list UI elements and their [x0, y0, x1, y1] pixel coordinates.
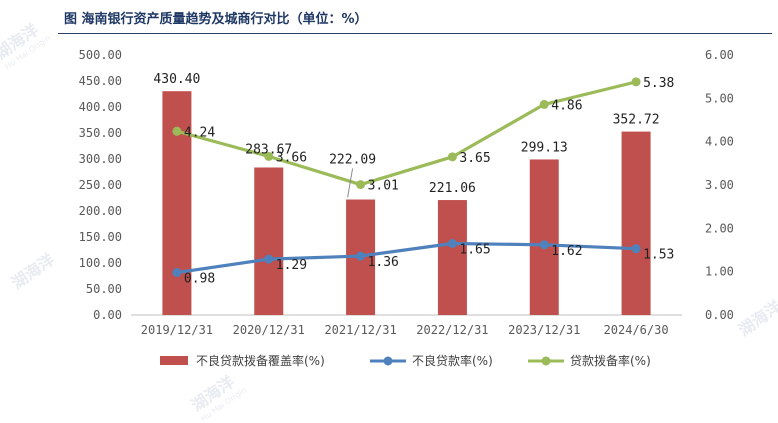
x-axis-tick-label: 2020/12/31: [233, 323, 305, 337]
npl-ratio-point: [631, 244, 641, 254]
bar-npl-coverage: [621, 131, 651, 315]
provision-ratio-point: [356, 180, 366, 190]
title-divider: [58, 33, 772, 34]
x-axis-tick-label: 2024/6/30: [604, 323, 669, 337]
x-axis-tick-label: 2022/12/31: [416, 323, 488, 337]
bar-npl-coverage: [254, 167, 284, 315]
provision-ratio-point: [631, 77, 641, 87]
provision-ratio-point: [447, 152, 457, 162]
left-axis-tick-label: 400.00: [79, 100, 122, 114]
bar-data-label: 352.72: [613, 113, 660, 128]
provision-ratio-point: [172, 126, 182, 136]
x-axis-tick-label: 2023/12/31: [508, 323, 580, 337]
right-axis-tick-label: 0.00: [705, 308, 734, 322]
x-axis-tick-label: 2019/12/31: [141, 323, 213, 337]
left-axis-tick-label: 50.00: [86, 282, 122, 296]
bar-data-label: 222.09: [329, 153, 376, 168]
npl-ratio-data-label: 1.29: [276, 258, 307, 273]
legend-swatch-npl-coverage: [160, 356, 188, 365]
npl-ratio-data-label: 1.36: [368, 255, 399, 270]
npl-ratio-data-label: 0.98: [184, 272, 215, 287]
provision-ratio-data-label: 3.66: [276, 150, 307, 165]
right-axis-tick-label: 6.00: [705, 48, 734, 62]
left-axis-tick-label: 0.00: [93, 308, 122, 322]
provision-ratio-data-label: 4.86: [551, 98, 582, 113]
right-axis-tick-label: 5.00: [705, 91, 734, 105]
legend-label: 贷款拨备率(%): [570, 353, 651, 368]
legend-marker-npl-ratio: [383, 356, 393, 366]
right-axis-tick-label: 1.00: [705, 265, 734, 279]
npl-ratio-line: [176, 241, 637, 275]
legend-label: 不良贷款率(%): [412, 353, 493, 368]
provision-ratio-data-label: 5.38: [643, 76, 674, 91]
left-axis-tick-label: 450.00: [79, 74, 122, 88]
left-axis-tick-label: 100.00: [79, 256, 122, 270]
bar-data-label: 221.06: [429, 181, 476, 196]
x-axis-tick-label: 2021/12/31: [324, 323, 396, 337]
left-axis-tick-label: 500.00: [79, 48, 122, 62]
bar-data-label: 283.67: [245, 142, 292, 157]
bar-npl-coverage: [437, 200, 467, 315]
left-axis-tick-label: 250.00: [79, 178, 122, 192]
npl-ratio-point: [264, 254, 274, 264]
left-axis-tick-label: 350.00: [79, 126, 122, 140]
left-axis-tick-label: 200.00: [79, 204, 122, 218]
legend-label: 不良贷款拨备覆盖率(%): [196, 353, 325, 368]
legend-marker-provision-ratio: [541, 356, 551, 366]
npl-ratio-data-label: 1.62: [551, 244, 582, 259]
right-axis-tick-label: 3.00: [705, 178, 734, 192]
npl-ratio-point: [447, 239, 457, 248]
bar-data-label: 430.40: [153, 72, 200, 87]
provision-ratio-point: [264, 151, 274, 161]
right-axis-tick-label: 4.00: [705, 135, 734, 149]
combo-chart: 0.00 50.00 100.00 150.00 200.00 250.00 300.00 3…: [79, 48, 734, 368]
left-axis-tick-label: 300.00: [79, 152, 122, 166]
provision-ratio-data-label: 3.65: [459, 151, 490, 166]
provision-ratio-point: [539, 99, 549, 109]
chart-title: 图 海南银行资产质量趋势及城商行对比（单位：%）: [64, 12, 368, 27]
npl-ratio-point: [172, 268, 182, 278]
provision-ratio-data-label: 4.24: [184, 125, 215, 140]
npl-ratio-point: [356, 251, 366, 261]
left-axis-tick-label: 150.00: [79, 230, 122, 244]
provision-ratio-data-label: 3.01: [368, 179, 399, 194]
bar-npl-coverage: [529, 159, 559, 315]
right-axis-tick-label: 2.00: [705, 221, 734, 235]
data-label-leader: [347, 168, 354, 198]
npl-ratio-data-label: 1.53: [643, 248, 674, 263]
npl-ratio-point: [539, 240, 549, 250]
bar-data-label: 299.13: [521, 140, 568, 155]
provision-ratio-line: [176, 80, 637, 187]
npl-ratio-data-label: 1.65: [459, 243, 490, 258]
